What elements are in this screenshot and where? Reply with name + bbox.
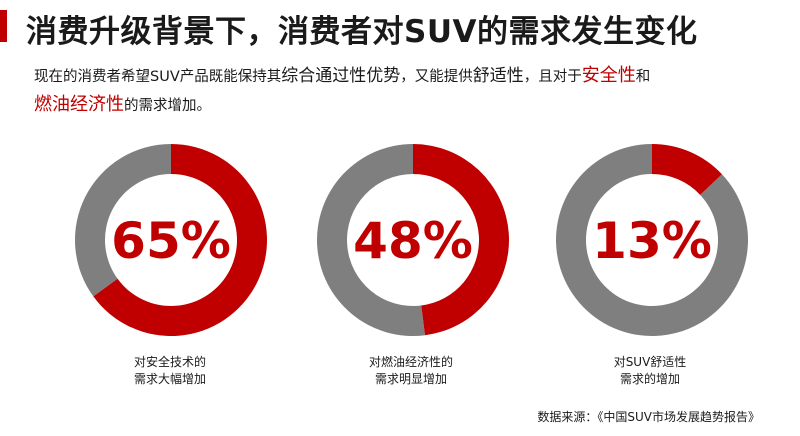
donut-comfort-label: 13% (592, 212, 712, 270)
donut-comfort-arcs (556, 144, 748, 336)
donut-chart-group: 65% 48% 13% (0, 140, 800, 340)
subtitle-highlight-fuel: 燃油经济性 (34, 94, 124, 115)
caption-comfort-line1: 对SUV舒适性 (613, 355, 687, 369)
subtitle-text-5: ，且对于 (523, 69, 582, 85)
subtitle-highlight-safety: 安全性 (581, 65, 636, 86)
caption-fuel-line1: 对燃油经济性的 (368, 355, 453, 369)
donut-safety-arcs (74, 144, 267, 336)
donut-comfort-remainder-arc (556, 144, 748, 336)
donut-fuel-label: 48% (353, 212, 473, 270)
title-accent-bar (0, 10, 7, 42)
subtitle-text-7: 和 (635, 69, 651, 85)
donut-chart-comfort: 13% (556, 144, 748, 336)
caption-safety-line2: 需求大幅增加 (133, 372, 206, 386)
caption-comfort-line2: 需求的增加 (619, 372, 680, 386)
caption-fuel-line2: 需求明显增加 (374, 372, 447, 386)
donut-chart-safety: 65% (74, 144, 267, 336)
page-title: 消费升级背景下，消费者对SUV的需求发生变化 (26, 14, 698, 50)
subtitle-text-4: 舒适性 (472, 66, 524, 86)
subtitle-text-2: 综合通过性优势 (281, 66, 401, 86)
subtitle: 现在的消费者希望SUV产品既能保持其综合通过性优势，又能提供舒适性，且对于安全性… (34, 62, 774, 120)
donut-safety-label: 65% (111, 212, 231, 270)
donut-fuel-value-arc (413, 144, 510, 336)
caption-comfort: 对SUV舒适性 需求的增加 (550, 354, 750, 388)
source-note: 数据来源：《中国SUV市场发展趋势报告》 (537, 410, 760, 424)
caption-safety: 对安全技术的 需求大幅增加 (70, 354, 270, 388)
caption-safety-line1: 对安全技术的 (133, 355, 206, 369)
donut-fuel-arcs (317, 144, 510, 336)
donut-safety-value-arc (93, 144, 267, 336)
subtitle-text-1: 现在的消费者希望SUV产品既能保持其 (34, 69, 282, 85)
donut-fuel-remainder-arc (317, 144, 426, 336)
donut-safety-remainder-arc (74, 144, 171, 297)
subtitle-text-3: ，又能提供 (400, 69, 473, 85)
donut-comfort-value-arc (652, 144, 722, 195)
donut-chart-fuel: 48% (317, 144, 510, 336)
caption-fuel: 对燃油经济性的 需求明显增加 (311, 354, 511, 388)
subtitle-text-9: 的需求增加。 (124, 98, 211, 114)
